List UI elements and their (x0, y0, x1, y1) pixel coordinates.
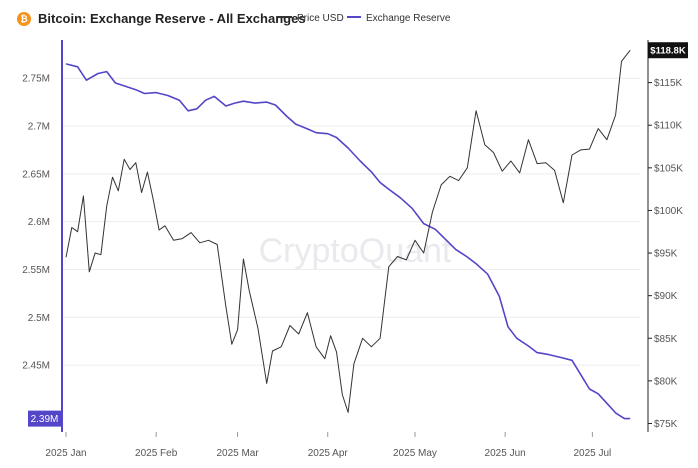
x-tick-label: 2025 Jun (485, 448, 526, 459)
legend-label-reserve: Exchange Reserve (366, 13, 451, 24)
right-current-badge-label: $118.8K (650, 46, 686, 57)
x-axis: 2025 Jan 2025 Feb 2025 Mar 2025 Apr 2025 May… (45, 432, 611, 459)
left-tick-label: 2.6M (28, 217, 50, 228)
left-tick-label: 2.45M (22, 361, 50, 372)
left-axis: 2.75M 2.7M 2.65M 2.6M 2.55M 2.5M 2.45M 2.39M (22, 40, 63, 432)
legend-swatch-reserve (347, 16, 361, 19)
x-tick-label: 2025 May (393, 448, 437, 459)
right-current-badge (648, 42, 688, 59)
x-tick-label: 2025 Jan (45, 448, 86, 459)
right-tick-label: $110K (654, 121, 683, 132)
x-tick-label: 2025 Apr (308, 448, 349, 459)
left-tick-label: 2.7M (28, 122, 50, 133)
right-tick-label: $115K (654, 78, 683, 89)
right-tick-label: $90K (654, 291, 678, 302)
right-tick-label: $80K (654, 376, 678, 387)
series-layer (65, 49, 631, 420)
bitcoin-icon: ₿ (17, 12, 31, 26)
left-tick-label: 2.65M (22, 169, 50, 180)
right-tick-label: $100K (654, 206, 683, 217)
right-tick-label: $85K (654, 334, 678, 345)
watermark: CryptoQuant (259, 232, 452, 270)
grid-lines (62, 77, 640, 366)
left-tick-label: 2.75M (22, 74, 50, 85)
legend-item-price[interactable]: Price USD (278, 13, 344, 24)
legend-item-reserve[interactable]: Exchange Reserve (347, 13, 451, 24)
price-usd-line[interactable] (65, 49, 631, 413)
right-tick-label: $95K (654, 249, 678, 260)
left-current-badge (28, 410, 61, 427)
right-axis: $115K $110K $105K $100K $95K $90K $85K $80K $75K… (647, 40, 688, 432)
left-tick-label: 2.55M (22, 265, 50, 276)
legend-label-price: Price USD (297, 13, 344, 24)
chart-title: Bitcoin: Exchange Reserve - All Exchange… (38, 11, 306, 26)
legend-swatch-price (278, 16, 292, 19)
exchange-reserve-line[interactable] (65, 63, 631, 420)
chart-header: ₿ Bitcoin: Exchange Reserve - All Exchan… (0, 0, 698, 38)
right-tick-label: $105K (654, 163, 683, 174)
x-tick-label: 2025 Feb (135, 448, 178, 459)
x-tick-label: 2025 Jul (573, 448, 611, 459)
left-current-badge-label: 2.39M (31, 414, 59, 425)
x-tick-label: 2025 Mar (216, 448, 259, 459)
right-tick-label: $75K (654, 419, 678, 430)
left-tick-label: 2.5M (28, 313, 50, 324)
